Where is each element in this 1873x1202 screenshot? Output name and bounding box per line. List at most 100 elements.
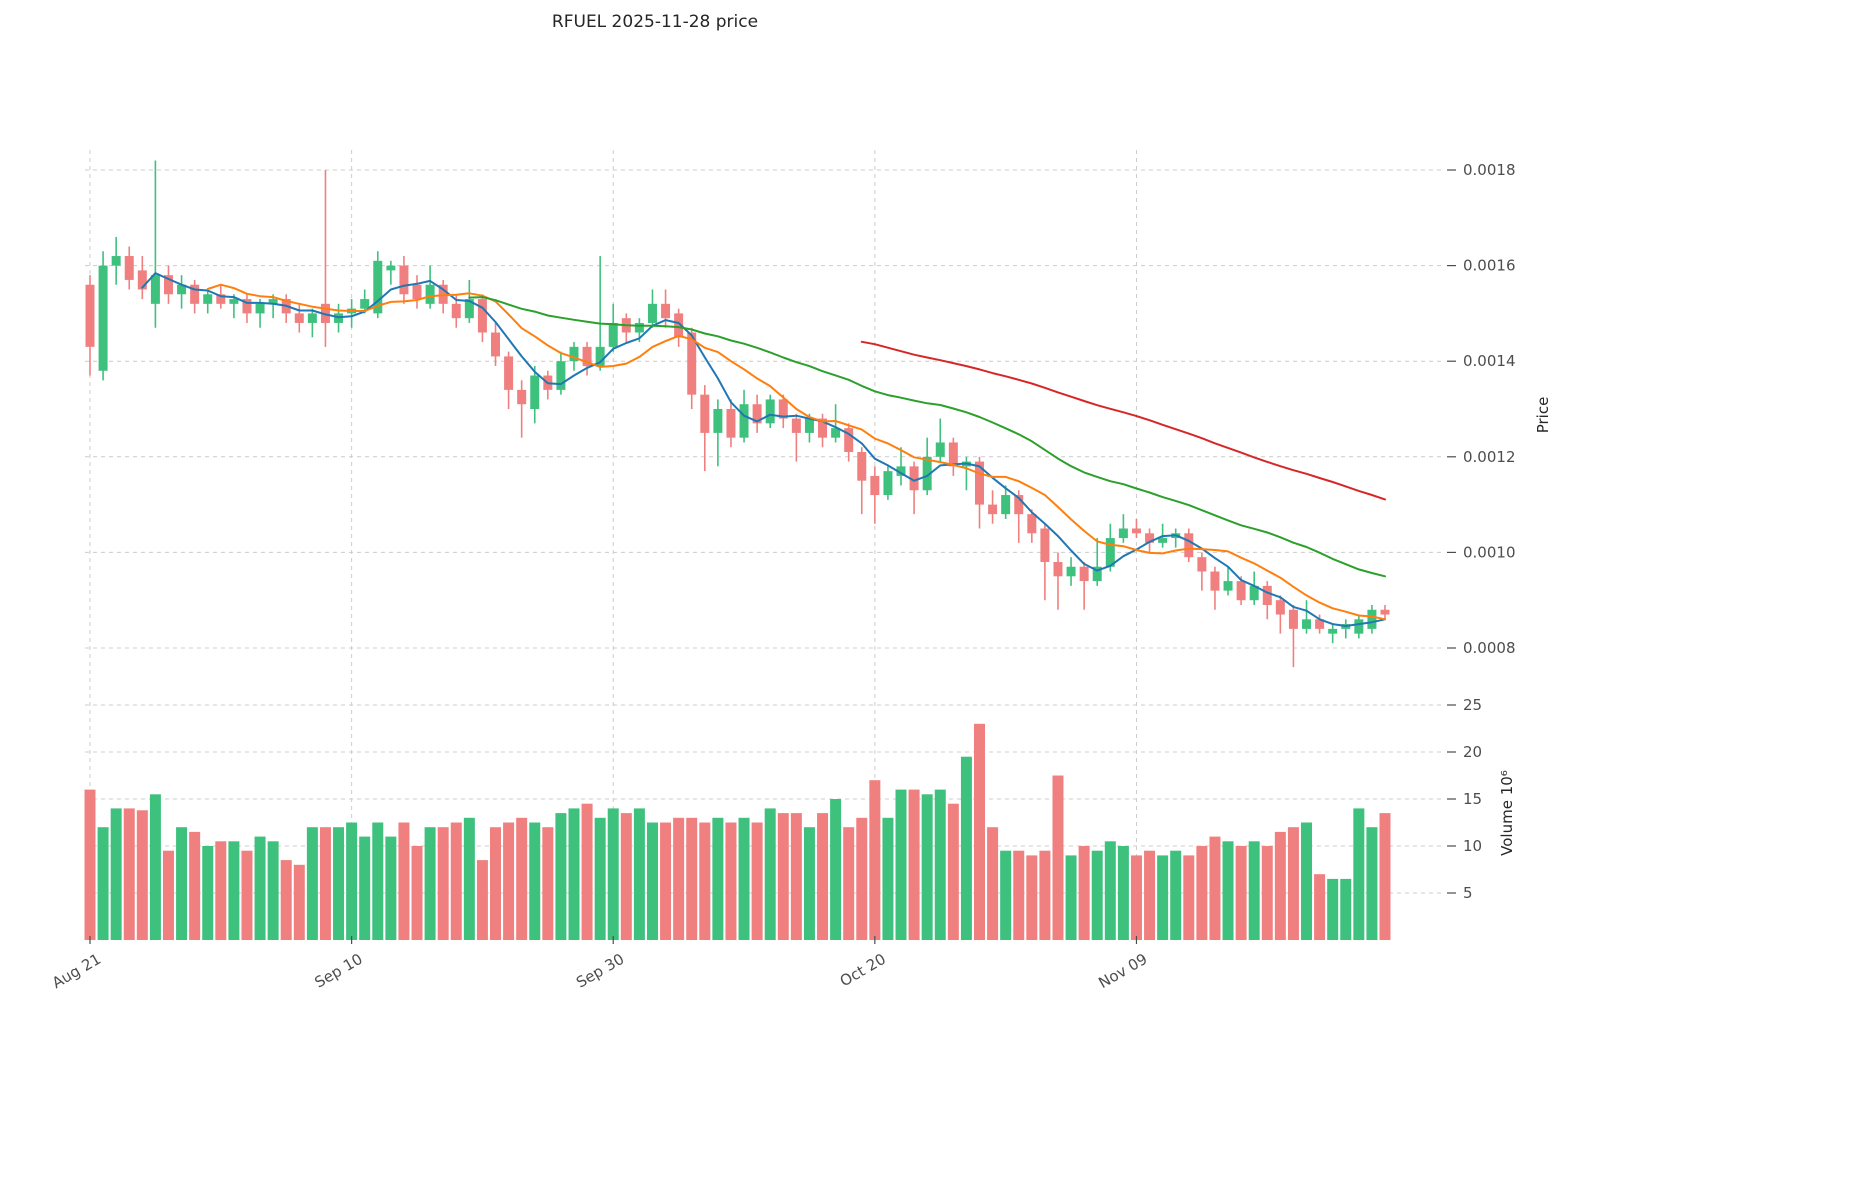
volume-bar — [1314, 874, 1326, 940]
candle-body — [1105, 538, 1115, 567]
volume-bar — [1353, 808, 1365, 940]
volume-bar — [1117, 846, 1129, 940]
candle-body — [412, 284, 422, 300]
chart-generated-content: 0.0008 0.0010 0.0012 0.0014 0.0016 0.0018 5 10 1… — [49, 150, 1516, 992]
candle-body — [1354, 619, 1364, 634]
volume-bar — [84, 789, 96, 940]
volume-bar — [385, 836, 397, 940]
candle-body — [1118, 528, 1128, 539]
volume-bar — [516, 817, 528, 940]
volume-bar — [895, 789, 907, 940]
volume-bar — [581, 803, 593, 940]
candle-body — [530, 375, 540, 409]
volume-bar — [1235, 846, 1247, 940]
volume-bar — [764, 808, 776, 940]
candle-body — [373, 260, 383, 314]
candle-body — [1158, 538, 1168, 543]
candle-body — [190, 284, 200, 304]
volume-bar — [306, 827, 318, 940]
candle-body — [399, 265, 409, 295]
candle-body — [1131, 528, 1141, 534]
ma-30-line — [468, 296, 1386, 578]
price-tick-label: 0.0008 — [1463, 639, 1516, 657]
candle-body — [1367, 609, 1377, 629]
candle-body — [111, 256, 121, 266]
candle-body — [595, 346, 605, 366]
candle-body — [896, 466, 906, 476]
candle-body — [451, 303, 461, 319]
volume-bar — [973, 723, 985, 940]
candle-body — [1315, 619, 1325, 629]
volume-bar — [1183, 855, 1195, 940]
volume-bar — [267, 841, 279, 940]
volume-bar — [1170, 850, 1182, 940]
volume-bar — [398, 822, 410, 940]
candle-body — [582, 346, 592, 366]
candle-body — [216, 294, 226, 304]
volume-bar — [1078, 846, 1090, 940]
volume-bar — [660, 822, 672, 940]
candle-body — [85, 284, 95, 347]
candle-body — [1380, 609, 1390, 615]
volume-bar — [490, 827, 502, 940]
volume-bar — [869, 780, 881, 940]
candle-body — [1302, 619, 1312, 629]
price-tick-label: 0.0014 — [1463, 352, 1516, 370]
candle-body — [831, 428, 841, 438]
volume-bar — [686, 817, 698, 940]
candle-body — [1184, 533, 1194, 558]
candle-body — [844, 428, 854, 453]
candle-body — [517, 389, 527, 405]
volume-bar — [136, 810, 148, 940]
candle-body — [386, 265, 396, 271]
volume-axis-label: Volume 10⁶ — [1498, 770, 1516, 856]
volume-bar — [607, 808, 619, 940]
candle-body — [791, 418, 801, 433]
volume-bar — [620, 813, 632, 940]
candle-body — [98, 265, 108, 371]
candle-body — [491, 332, 501, 357]
volume-tick-label: 15 — [1463, 790, 1482, 808]
volume-bar — [1248, 841, 1260, 940]
candle-body — [307, 313, 317, 323]
candle-body — [974, 461, 984, 505]
volume-bar — [476, 860, 488, 940]
volume-bar — [803, 827, 815, 940]
candle-body — [935, 442, 945, 457]
volume-bar — [280, 860, 292, 940]
candle-body — [425, 284, 435, 304]
candle-body — [608, 322, 618, 347]
candle-body — [477, 299, 487, 333]
volume-bar — [542, 827, 554, 940]
ma-5-line — [141, 272, 1386, 627]
candle-body — [909, 466, 919, 491]
volume-bar — [189, 831, 201, 940]
volume-bar — [738, 817, 750, 940]
volume-bar — [790, 813, 802, 940]
candle-body — [883, 471, 893, 496]
candle-body — [1288, 609, 1298, 629]
volume-bar — [725, 822, 737, 940]
candle-body — [647, 303, 657, 323]
volume-bar — [359, 836, 371, 940]
candle-body — [988, 504, 998, 515]
volume-bar — [673, 817, 685, 940]
volume-bar — [1091, 850, 1103, 940]
volume-bar — [411, 846, 423, 940]
candle-body — [163, 275, 173, 295]
volume-bar — [1327, 878, 1339, 940]
volume-bar — [97, 827, 109, 940]
price-tick-label: 0.0012 — [1463, 448, 1516, 466]
candle-body — [634, 322, 644, 333]
volume-bar — [1301, 822, 1313, 940]
candle-body — [556, 361, 566, 390]
volume-tick-label: 20 — [1463, 743, 1482, 761]
volume-bar — [882, 817, 894, 940]
volume-bar — [568, 808, 580, 940]
candle-body — [700, 394, 710, 433]
volume-bar — [529, 822, 541, 940]
candle-body — [674, 313, 684, 338]
volume-bar — [1052, 775, 1064, 940]
volume-bar — [817, 813, 829, 940]
